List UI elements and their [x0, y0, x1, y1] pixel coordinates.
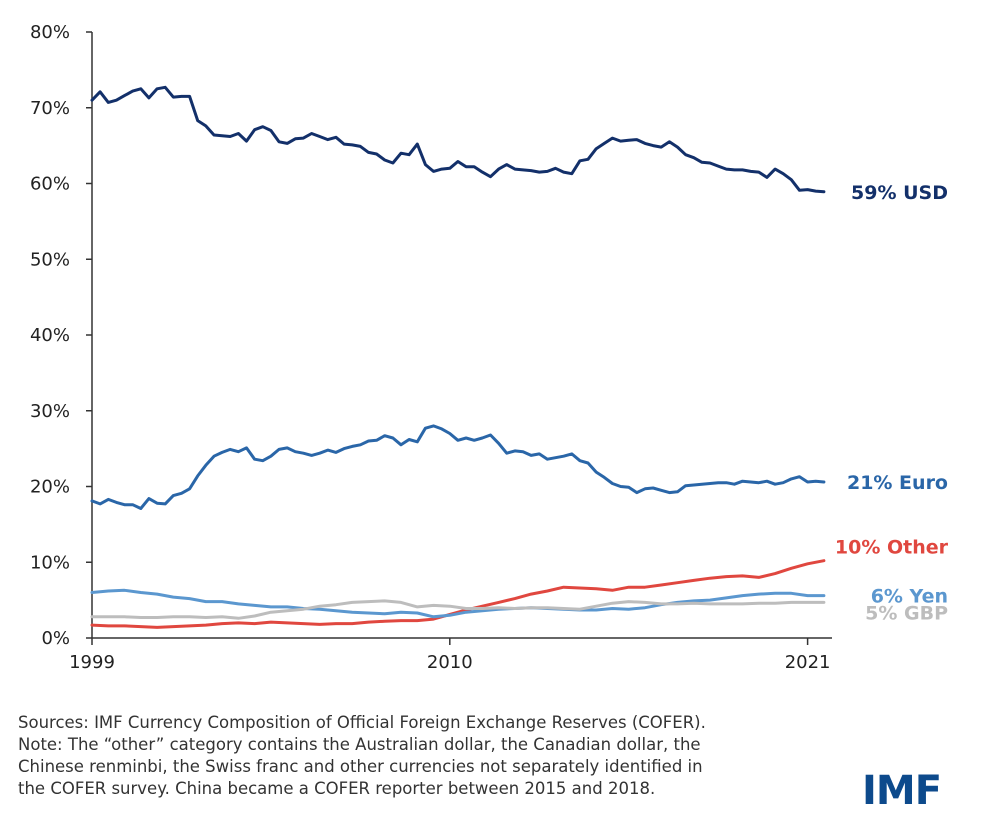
chart-notes: Sources: IMF Currency Composition of Off… — [18, 712, 838, 800]
series-label-yen: 6% Yen — [871, 586, 948, 608]
y-tick-label: 80% — [30, 22, 70, 43]
x-tick-label: 2010 — [427, 652, 473, 673]
y-tick-label: 30% — [30, 401, 70, 422]
series-line-usd — [90, 85, 826, 194]
note-line-3: the COFER survey. China became a COFER r… — [18, 779, 656, 798]
y-tick-label: 40% — [30, 325, 70, 346]
y-tick-label: 60% — [30, 174, 70, 195]
series-line-yen — [90, 588, 826, 619]
series-label-usd: 59% USD — [851, 182, 948, 204]
chart-series — [90, 85, 826, 629]
y-tick-label: 10% — [30, 552, 70, 573]
source-line: Sources: IMF Currency Composition of Off… — [18, 713, 706, 732]
series-line-gbp — [90, 599, 826, 620]
line-chart: 0% 10% 20% 30% 40% 50% 60% 70% 80% 1999 2010 2021 5… — [30, 22, 949, 673]
series-label-gbp: 5% GBP — [865, 602, 948, 624]
note-line-1: Note: The “other” category contains the … — [18, 735, 701, 754]
series-label-other: 10% Other — [835, 537, 949, 559]
y-tick-label: 20% — [30, 477, 70, 498]
y-tick-label: 70% — [30, 98, 70, 119]
x-tick-label: 2021 — [785, 652, 831, 673]
chart-axes: 0% 10% 20% 30% 40% 50% 60% 70% 80% 1999 2010 2021 — [30, 22, 832, 673]
y-tick-label: 0% — [41, 628, 70, 649]
series-label-euro: 21% Euro — [847, 472, 948, 494]
series-line-euro — [90, 424, 826, 510]
note-line-2: Chinese renminbi, the Swiss franc and ot… — [18, 757, 703, 776]
y-tick-label: 50% — [30, 249, 70, 270]
x-tick-label: 1999 — [69, 652, 115, 673]
imf-logo: IMF — [862, 768, 942, 814]
